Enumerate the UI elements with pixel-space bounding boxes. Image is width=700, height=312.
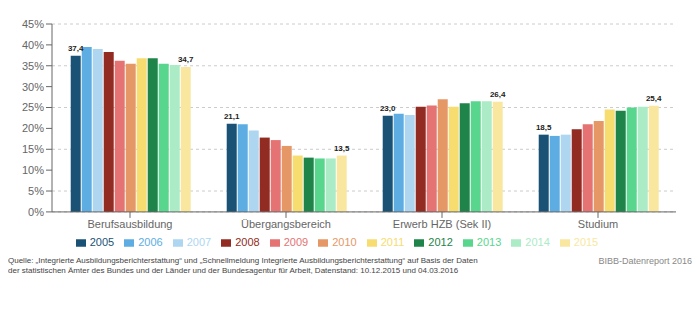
svg-text:Übergangsbereich: Übergangsbereich: [241, 218, 331, 230]
svg-text:20%: 20%: [22, 122, 44, 134]
svg-text:25%: 25%: [22, 101, 44, 113]
svg-text:35%: 35%: [22, 60, 44, 72]
svg-text:23,0: 23,0: [380, 104, 396, 113]
html-text:2013: 2013: [476, 235, 502, 248]
svg-text:34,7: 34,7: [178, 55, 194, 64]
svg-text:25,4: 25,4: [646, 94, 662, 103]
html-text:BIBB-Datenreport 2016: BIBB-Datenreport 2016: [598, 256, 692, 266]
html-text:2006: 2006: [138, 235, 163, 248]
svg-text:26,4: 26,4: [490, 90, 506, 99]
html-text:2005: 2005: [89, 235, 115, 248]
svg-text:5%: 5%: [28, 185, 44, 197]
svg-text:18,5: 18,5: [536, 123, 552, 132]
svg-text:37,4: 37,4: [68, 44, 84, 53]
html-text:2009: 2009: [283, 235, 309, 248]
svg-text:21,1: 21,1: [224, 112, 240, 121]
html-text:Quelle: „Integrierte Ausbildun: Quelle: „Integrierte Ausbildungsberichte…: [8, 256, 478, 276]
svg-text:Studium: Studium: [578, 218, 618, 230]
html-text:2014: 2014: [525, 235, 550, 248]
html-text:2011: 2011: [380, 235, 405, 248]
svg-text:Erwerb HZB (Sek II): Erwerb HZB (Sek II): [393, 218, 491, 230]
svg-text:Berufsausbildung: Berufsausbildung: [87, 218, 172, 230]
html-text:2007: 2007: [186, 235, 212, 248]
svg-text:15%: 15%: [22, 143, 44, 155]
svg-text:40%: 40%: [22, 39, 44, 51]
svg-text:45%: 45%: [22, 18, 44, 30]
svg-text:0%: 0%: [28, 206, 44, 218]
html-text:2008: 2008: [235, 235, 260, 248]
html-text:2012: 2012: [428, 235, 453, 248]
html-text:2010: 2010: [332, 235, 357, 248]
html-text:2015: 2015: [573, 235, 599, 248]
svg-text:10%: 10%: [22, 164, 44, 176]
svg-text:13,5: 13,5: [334, 144, 350, 153]
svg-text:30%: 30%: [22, 81, 44, 93]
